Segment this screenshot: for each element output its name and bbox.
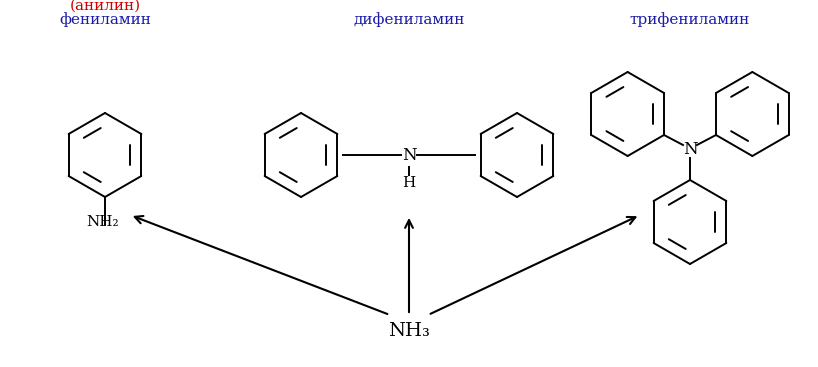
Text: N: N [683, 142, 697, 159]
Text: N: N [402, 146, 416, 164]
Text: NH₃: NH₃ [388, 322, 430, 340]
Text: (анилин): (анилин) [70, 0, 141, 13]
Text: NH₂: NH₂ [87, 215, 119, 229]
Text: фениламин: фениламин [59, 12, 151, 28]
Text: дифениламин: дифениламин [353, 12, 465, 28]
Text: H: H [402, 176, 416, 190]
Text: трифениламин: трифениламин [630, 12, 750, 28]
